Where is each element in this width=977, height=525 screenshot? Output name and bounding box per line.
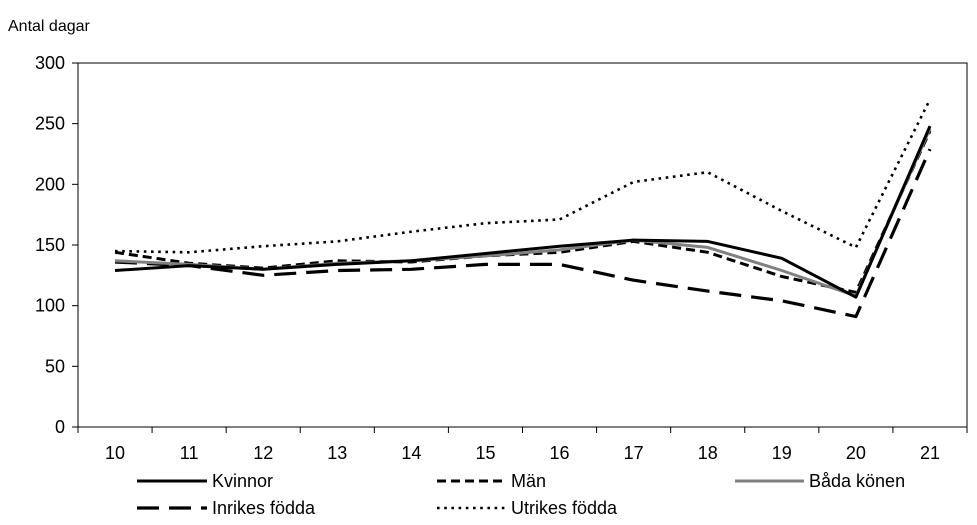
y-tick-label: 100 <box>35 296 65 316</box>
x-tick-label: 14 <box>401 443 421 463</box>
series-line-4 <box>114 98 932 254</box>
series-line-3 <box>114 148 932 319</box>
x-tick-label: 18 <box>698 443 718 463</box>
legend-item: Män <box>437 471 546 491</box>
legend-item: Kvinnor <box>137 471 273 491</box>
y-tick-label: 0 <box>55 417 65 437</box>
legend-label: Kvinnor <box>212 471 273 491</box>
x-tick-label: 21 <box>920 443 940 463</box>
x-tick-label: 13 <box>327 443 347 463</box>
x-tick-label: 17 <box>624 443 644 463</box>
legend-label: Utrikes födda <box>511 498 618 518</box>
x-tick-label: 15 <box>475 443 495 463</box>
plot-frame <box>77 62 968 428</box>
legend: Kvinnor Män Båda könen Inrikes födda Utrikes… <box>137 471 905 518</box>
y-tick-label: 150 <box>35 235 65 255</box>
y-tick-label: 50 <box>45 356 65 376</box>
legend-label: Båda könen <box>809 471 905 491</box>
x-tick-label: 20 <box>846 443 866 463</box>
axes: 0 50 100 150 200 250 300 10 11 12 13 14 15 16 17 18 19 20… <box>35 53 968 463</box>
y-tick-label: 300 <box>35 53 65 73</box>
x-tick-label: 11 <box>180 443 199 463</box>
legend-item: Utrikes födda <box>437 498 618 518</box>
x-tick-label: 19 <box>772 443 792 463</box>
legend-item: Båda könen <box>735 471 905 491</box>
x-tick-label: 16 <box>550 443 570 463</box>
series-layer <box>114 98 932 319</box>
legend-label: Inrikes födda <box>212 498 316 518</box>
y-axis-title: Antal dagar <box>8 18 91 35</box>
legend-item: Inrikes födda <box>137 498 316 518</box>
y-tick-label: 250 <box>35 114 65 134</box>
series-line-0 <box>114 125 932 299</box>
x-tick-label: 10 <box>105 443 125 463</box>
y-tick-label: 200 <box>35 174 65 194</box>
x-tick-label: 12 <box>253 443 273 463</box>
legend-label: Män <box>511 471 546 491</box>
